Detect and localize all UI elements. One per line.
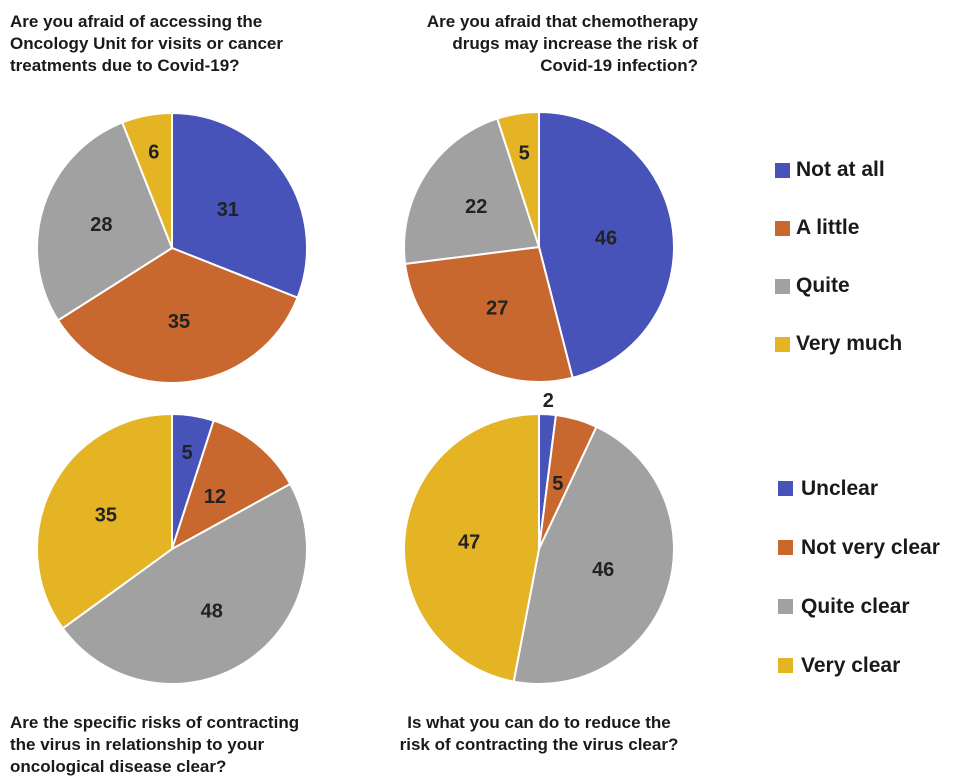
slice-data-label: 27 — [486, 297, 508, 319]
legend-swatch — [778, 481, 793, 496]
legend-clarity-levels: Unclear Not very clear Quite clear Very … — [778, 459, 940, 695]
slice-data-label: 48 — [201, 601, 223, 623]
title-line: Is what you can do to reduce the — [407, 713, 671, 732]
slice-data-label: 5 — [182, 442, 193, 464]
title-line: Are the specific risks of contracting — [10, 713, 300, 732]
pie-slice — [496, 110, 540, 248]
pie-title-reduce-risk-clear: Is what you can do to reduce the risk of… — [380, 712, 698, 756]
legend-item: Quite — [775, 257, 902, 315]
title-line: risk of contracting the virus clear? — [399, 735, 679, 754]
slice-data-label: 31 — [217, 199, 239, 221]
pie-slice — [538, 110, 675, 379]
slice-data-label: 35 — [168, 311, 190, 333]
legend-label: A little — [796, 216, 860, 239]
pie-specific-risks-clear: 5 12 48 35 — [36, 412, 308, 685]
pie-slice — [403, 117, 541, 266]
title-line: the virus in relationship to your — [10, 735, 265, 754]
pie-slice — [403, 245, 574, 383]
legend-item: Not very clear — [778, 518, 940, 577]
slice-data-label: 2 — [543, 390, 554, 412]
legend-item: Not at all — [775, 141, 902, 199]
title-line: drugs may increase the risk of — [452, 34, 698, 53]
legend-label: Very much — [796, 332, 903, 355]
pie-title-fear-accessing-oncology-unit: Are you afraid of accessing the Oncology… — [10, 11, 283, 77]
legend-item: Very clear — [778, 636, 940, 695]
slice-data-label: 47 — [458, 531, 480, 553]
legend-swatch — [775, 220, 790, 236]
pie-slice — [56, 246, 299, 384]
pie-slice — [121, 111, 173, 249]
pie-slice — [512, 425, 676, 685]
legend-label: Not at all — [796, 158, 885, 181]
legend-item: Quite clear — [778, 577, 940, 636]
legend-swatch — [775, 336, 790, 352]
title-line: Oncology Unit for visits or cancer — [10, 34, 284, 53]
pie-slice — [403, 412, 540, 683]
pie-title-fear-chemotherapy-risk: Are you afraid that chemotherapy drugs m… — [380, 11, 698, 77]
legend-item: A little — [775, 199, 902, 257]
legend-swatch — [775, 162, 790, 178]
slice-data-label: 22 — [465, 196, 487, 218]
pie-slice — [170, 419, 292, 552]
title-line: Are you afraid that chemotherapy — [426, 12, 698, 31]
legend-label: Unclear — [801, 476, 879, 500]
legend-label: Quite — [796, 274, 850, 297]
title-line: Are you afraid of accessing the — [10, 12, 263, 31]
title-line: Covid-19 infection? — [540, 56, 698, 75]
slice-data-label: 35 — [95, 504, 117, 526]
legend-fear-levels: Not at all A little Quite Very much — [775, 141, 902, 373]
legend-swatch — [778, 658, 793, 673]
pie-title-specific-risks-clear: Are the specific risks of contracting th… — [10, 712, 299, 778]
legend-item: Unclear — [778, 459, 940, 518]
legend-swatch — [775, 278, 790, 294]
slice-data-label: 28 — [90, 214, 112, 236]
pie-slice — [61, 482, 308, 685]
legend-swatch — [778, 540, 793, 555]
title-line: oncological disease clear? — [10, 757, 227, 776]
legend-swatch — [778, 599, 793, 614]
slice-data-label: 5 — [552, 473, 563, 495]
legend-label: Not very clear — [801, 535, 940, 559]
legend-label: Quite clear — [801, 594, 910, 618]
pie-fear-chemotherapy-risk: 46 27 22 5 — [403, 110, 675, 383]
legend-item: Very much — [775, 315, 902, 373]
slice-data-label: 6 — [148, 142, 159, 164]
legend-label: Very clear — [801, 653, 901, 677]
pie-reduce-risk-clear: 2 5 46 47 — [403, 390, 676, 685]
pie-slice — [171, 111, 308, 299]
slice-data-label: 46 — [592, 559, 614, 581]
pie-fear-accessing-oncology-unit: 31 35 28 6 — [36, 111, 308, 384]
slice-data-label: 5 — [519, 143, 530, 165]
slice-data-label: 12 — [204, 486, 226, 508]
pie-slice — [36, 412, 173, 630]
slice-data-label: 46 — [595, 228, 617, 250]
pie-slice — [36, 121, 174, 322]
title-line: treatments due to Covid-19? — [10, 56, 240, 75]
